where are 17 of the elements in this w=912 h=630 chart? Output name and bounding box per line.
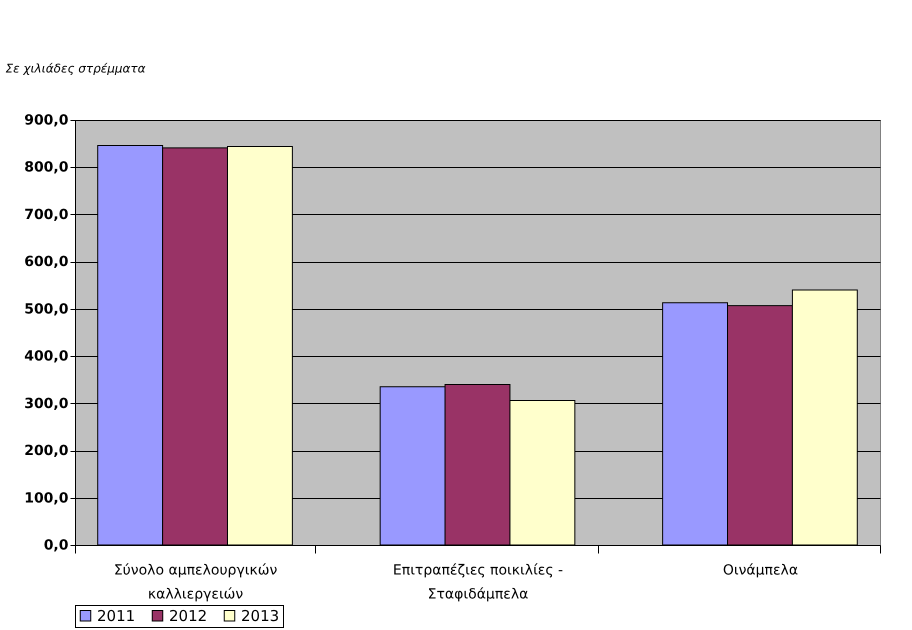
y-tick-label: 800,0	[24, 160, 69, 176]
y-tick-label: 200,0	[24, 443, 69, 460]
x-tick-label: Επιτραπέζιες ποικιλίες - Σταφιδάμπελα	[392, 562, 564, 602]
y-axis-title: Σε χιλιάδες στρέμματα	[6, 62, 146, 76]
y-tick-label: 400,0	[24, 348, 69, 365]
y-tick-label: 500,0	[24, 301, 69, 318]
x-tick-label: Σύνολο αμπελουργικών καλλιεργειών	[114, 562, 278, 602]
y-tick-label: 600,0	[24, 254, 69, 270]
legend-label: 2012	[169, 606, 208, 625]
legend-label: 2013	[241, 606, 280, 625]
y-tick-label: 700,0	[24, 206, 69, 223]
x-tick-label: Οινάμπελα	[722, 562, 798, 578]
y-tick-label: 300,0	[24, 396, 69, 412]
legend-label: 2011	[97, 606, 136, 625]
y-tick-label: 0,0	[44, 538, 69, 554]
y-tick-label: 900,0	[24, 112, 69, 128]
y-tick-label: 100,0	[24, 490, 69, 506]
